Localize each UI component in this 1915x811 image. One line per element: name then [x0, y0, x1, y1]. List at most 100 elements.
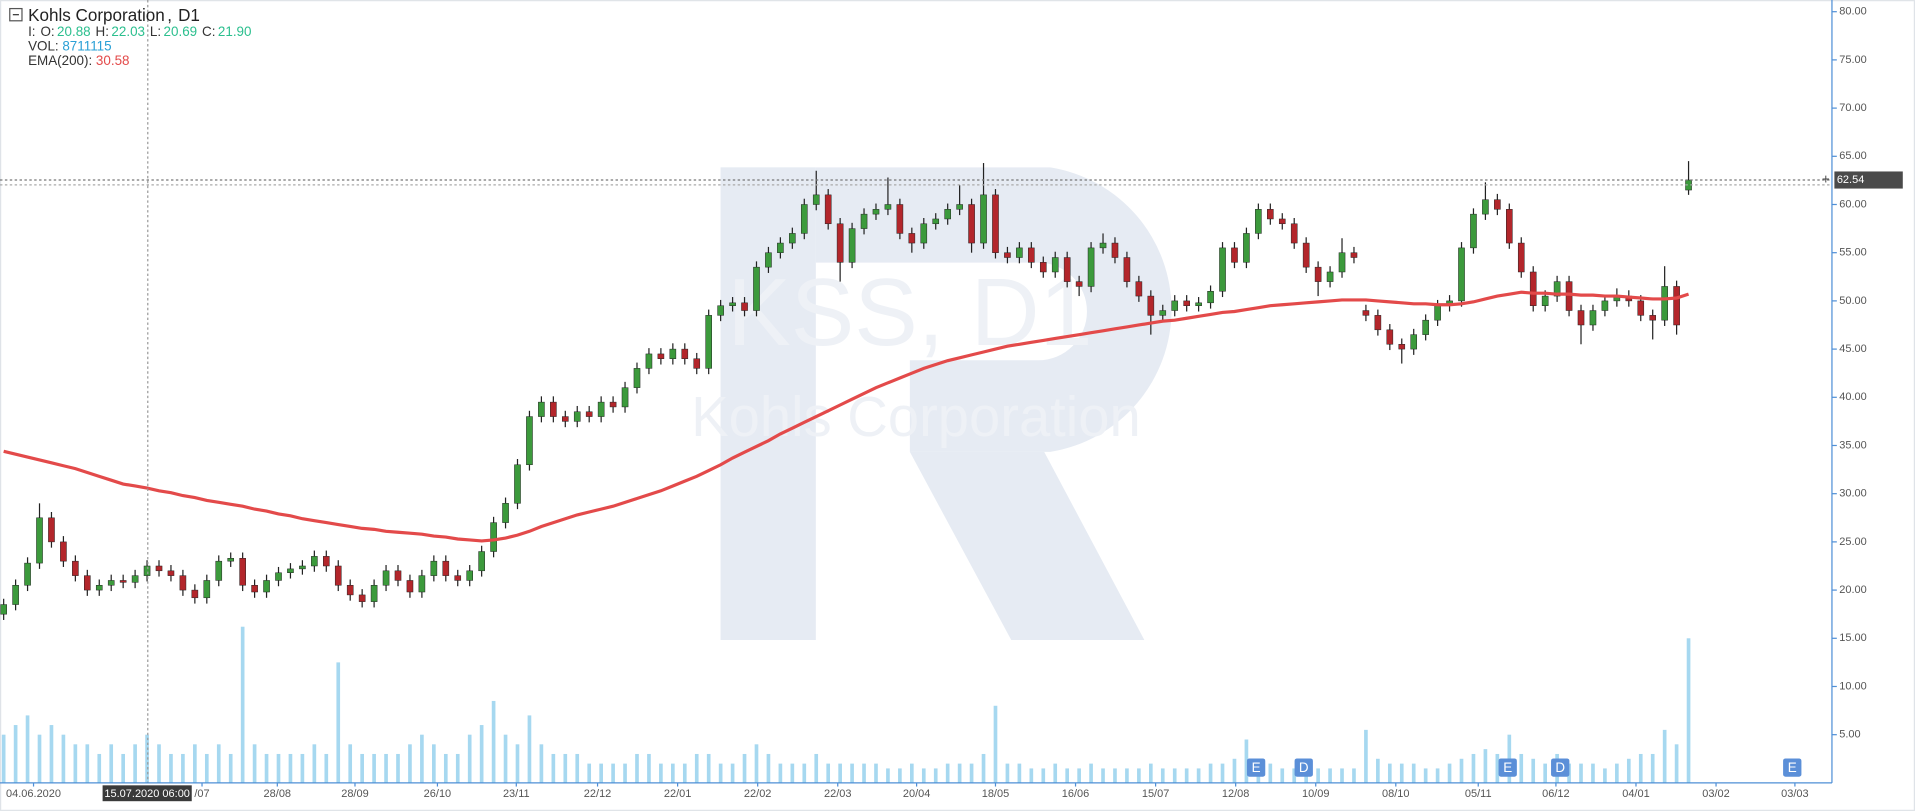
legend-ema: EMA(200): 30.58 — [28, 53, 129, 68]
volume-bar — [599, 763, 603, 783]
legend-item-value: 20.88 — [57, 23, 91, 38]
event-marker[interactable]: D — [1294, 758, 1313, 777]
volume-bar — [1376, 758, 1380, 783]
volume-bar — [921, 768, 926, 783]
volume-bar — [49, 725, 54, 783]
candle-body — [1207, 291, 1214, 304]
candle-body — [1231, 247, 1238, 263]
candle-body — [741, 302, 748, 311]
volume-bar — [1459, 758, 1464, 783]
legend-prefix: I: — [28, 23, 35, 38]
volume-bar — [1220, 763, 1225, 783]
candle-body — [932, 218, 940, 225]
x-tick-label: 04/01 — [1622, 788, 1650, 800]
candle-body — [275, 572, 282, 581]
watermark-symbol: KSS, D1 — [727, 260, 1092, 366]
legend-item-label: H: — [96, 23, 109, 38]
last-price-icon: + — [1822, 172, 1830, 187]
volume-bar — [1615, 763, 1619, 783]
candle-body — [1374, 315, 1382, 331]
volume-bar — [1137, 768, 1141, 783]
candle-body — [227, 558, 235, 562]
volume-bar — [252, 744, 257, 783]
candle-body — [1255, 209, 1262, 234]
candle-body — [36, 517, 43, 564]
volume-bar — [1232, 758, 1237, 783]
candle-body — [84, 575, 91, 591]
volume-bar — [1603, 768, 1607, 783]
volume-bar — [1017, 763, 1022, 783]
candle-body — [633, 368, 641, 388]
candle-body — [824, 194, 832, 225]
candle-body — [848, 228, 856, 263]
volume-bar — [1399, 763, 1404, 783]
volume-bar — [491, 700, 496, 783]
timeframe: D1 — [178, 5, 200, 24]
volume-bar — [109, 744, 114, 783]
candle-body — [478, 551, 485, 572]
y-tick-label: 35.00 — [1839, 439, 1867, 451]
overlay-layer: +62.54 — [0, 171, 1903, 543]
volume-bar — [13, 725, 18, 783]
event-marker[interactable]: D — [1551, 758, 1570, 777]
candle-body — [1338, 252, 1346, 273]
watermark-logo-leg — [909, 451, 1145, 640]
crosshair-label-box — [102, 785, 192, 802]
volume-bar — [455, 753, 460, 783]
candle-body — [394, 570, 402, 581]
candle-body — [1278, 218, 1286, 225]
event-marker[interactable]: E — [1783, 758, 1802, 777]
candle-body — [1051, 257, 1059, 273]
y-tick-label: 70.00 — [1839, 102, 1867, 114]
volume-bar — [1184, 768, 1189, 783]
watermark-logo-stem — [720, 167, 816, 640]
y-tick-label: 45.00 — [1839, 343, 1867, 355]
candle-body — [812, 194, 820, 205]
event-label: E — [1252, 760, 1261, 775]
candle-body — [896, 204, 904, 234]
volume-bar — [1423, 768, 1428, 783]
candle-body — [370, 585, 378, 602]
volume-bar — [659, 763, 663, 783]
event-marker[interactable]: E — [1498, 758, 1517, 777]
volume-bar — [1626, 758, 1631, 783]
volume-bar — [288, 753, 293, 783]
volume-bar — [1340, 768, 1344, 783]
volume-bar — [754, 744, 759, 783]
volume-bar — [1579, 763, 1583, 783]
candle-body — [1506, 209, 1513, 244]
volume-bar — [1447, 763, 1452, 783]
candle-body — [107, 580, 115, 586]
y-tick-label: 5.00 — [1839, 729, 1860, 741]
candle-body — [1302, 242, 1310, 268]
volume-bar — [1268, 763, 1273, 783]
volume-bar — [264, 753, 269, 783]
legend-ema-label: EMA(200): — [28, 53, 92, 68]
candle-body — [860, 213, 868, 229]
candle-body — [573, 411, 581, 422]
y-tick-label: 30.00 — [1839, 488, 1867, 500]
x-tick-label: 22/03 — [824, 788, 852, 800]
candle-body — [430, 560, 438, 576]
candle-body — [1099, 242, 1107, 249]
event-marker[interactable]: E — [1246, 758, 1266, 777]
volume-bar — [73, 744, 78, 783]
candle-body — [155, 565, 163, 572]
candle-body — [609, 401, 617, 408]
candle-body — [48, 517, 55, 543]
candle-body — [1028, 247, 1035, 263]
y-tick-label: 15.00 — [1839, 632, 1867, 644]
volume-bar — [623, 763, 627, 783]
volume-bar — [1280, 768, 1285, 783]
volume-bar — [539, 744, 544, 783]
candle-body — [1553, 281, 1561, 297]
legend-volume: VOL: 8711115 — [28, 38, 112, 53]
volume-bar — [1292, 768, 1297, 783]
candle-body — [454, 575, 462, 581]
volume-bar — [647, 753, 651, 783]
candle-body — [263, 580, 270, 593]
candle-body — [442, 560, 450, 576]
volume-bar — [563, 753, 568, 783]
volume-bar — [37, 734, 42, 783]
